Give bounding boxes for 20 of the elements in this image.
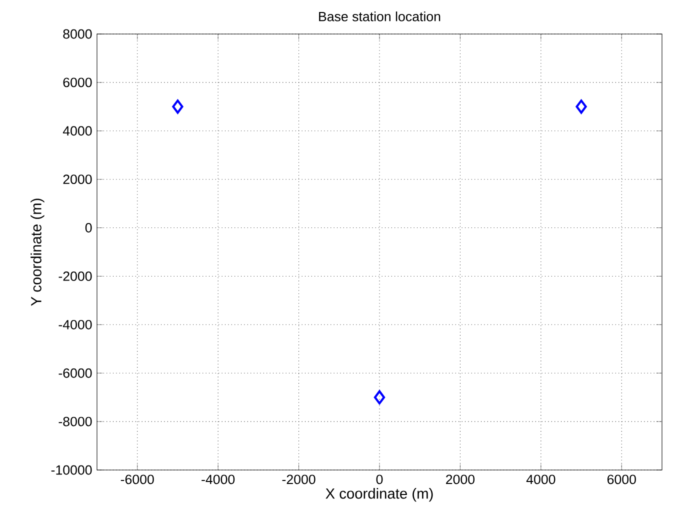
- y-tick-label: 4000: [62, 126, 92, 136]
- y-tick-label: -10000: [51, 465, 92, 475]
- x-tick-label: 0: [376, 474, 383, 484]
- x-tick-label: -4000: [202, 474, 235, 484]
- y-tick-label: 6000: [63, 78, 92, 87]
- y-tick-label: -4000: [58, 320, 92, 330]
- y-tick-label: -2000: [58, 271, 92, 281]
- x-tick-label: 6000: [607, 474, 636, 484]
- x-tick-label: -6000: [120, 474, 154, 484]
- y-axis-title: Y coordinate (m): [30, 198, 44, 306]
- y-tick-label: 0: [85, 222, 92, 232]
- y-tick-label: -6000: [58, 368, 92, 378]
- x-tick-label: -2000: [282, 474, 316, 484]
- y-tick-label: -8000: [58, 416, 92, 426]
- x-tick-label: 4000: [526, 474, 556, 484]
- chart-title: Base station location: [319, 11, 440, 22]
- x-axis-title: X coordinate (m): [326, 488, 433, 502]
- y-tick-label: 2000: [63, 174, 92, 184]
- y-tick-label: 8000: [63, 29, 92, 39]
- x-tick-label: 2000: [446, 474, 475, 484]
